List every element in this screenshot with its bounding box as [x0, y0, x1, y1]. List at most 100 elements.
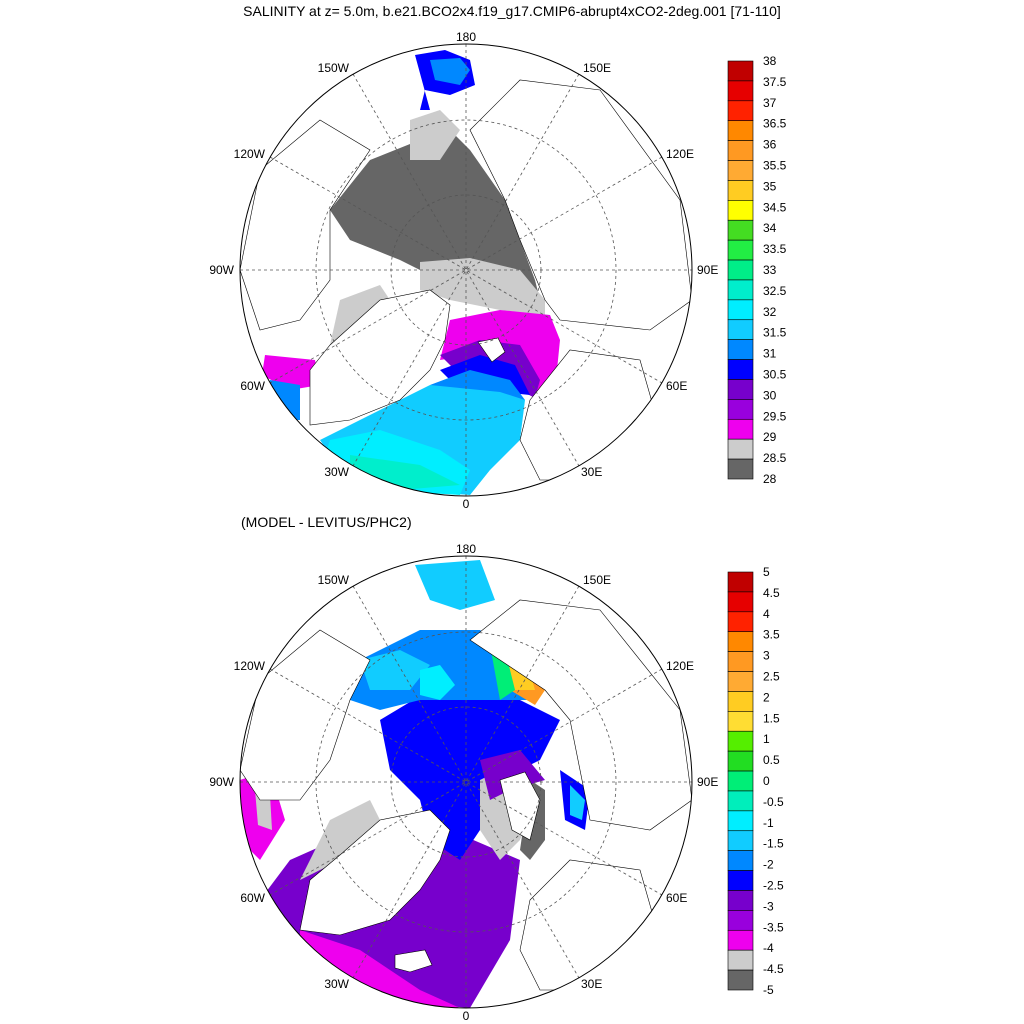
- field-cyan-north: [360, 650, 430, 690]
- lon-label: 30W: [324, 977, 349, 991]
- colorbar-swatch: [727, 631, 754, 652]
- lon-label: 60E: [666, 891, 687, 905]
- land-novaya-zemlya: [499, 771, 541, 841]
- colorbar-swatch: [727, 100, 754, 122]
- lon-label: 30W: [324, 465, 349, 479]
- colorbar-swatch: [727, 929, 754, 951]
- colorbar-label: 30.5: [763, 368, 787, 382]
- land-greenland: [309, 289, 451, 426]
- colorbar-swatch: [727, 180, 754, 201]
- lon-label: 0: [463, 1009, 470, 1023]
- colorbar-label: 0: [763, 774, 770, 788]
- colorbar-swatch: [727, 750, 754, 772]
- field-light-gray-west: [330, 285, 390, 345]
- colorbar-label: 37: [763, 96, 777, 110]
- field-dark-gray: [330, 130, 540, 300]
- longitude-labels-top: 180 150E 120E 90E 60E 30E 0 30W 60W 90W …: [209, 30, 718, 511]
- colorbar-swatch: [727, 219, 754, 241]
- lon-label: 150W: [318, 573, 350, 587]
- colorbar-swatch: [727, 120, 754, 141]
- colorbar-label: -2.5: [763, 879, 784, 893]
- lon-label: 0: [463, 497, 470, 511]
- lon-label: 150W: [318, 61, 350, 75]
- colorbar-label: 3.5: [763, 628, 780, 642]
- field-purple-barents: [480, 750, 545, 800]
- colorbar-label: 36.5: [763, 117, 787, 131]
- colorbar-swatch: [727, 379, 754, 400]
- salinity-colorbar: 38 37.5 37 36.5 36 35.5 35 34.5 34 33.5 33 32.5 32 31…: [727, 54, 787, 486]
- colorbar-label: -1.5: [763, 837, 784, 851]
- graticule: [240, 44, 692, 496]
- lon-label: 90E: [697, 775, 718, 789]
- colorbar-label: 28.5: [763, 451, 787, 465]
- colorbar-label: -0.5: [763, 795, 784, 809]
- colorbar-swatch: [727, 60, 754, 82]
- land-siberia: [469, 599, 692, 831]
- colorbar-label: 38: [763, 54, 777, 68]
- colorbar-swatch: [727, 910, 754, 931]
- colorbar-label: 32.5: [763, 284, 787, 298]
- lon-label: 120E: [666, 659, 694, 673]
- field-bering-inner: [430, 58, 470, 85]
- lon-label: 30E: [581, 977, 602, 991]
- colorbar-label: 34.5: [763, 200, 787, 214]
- land-siberia: [469, 79, 692, 331]
- land-greenland: [299, 809, 451, 936]
- lon-label: 150E: [583, 573, 611, 587]
- lon-label: 180: [456, 542, 476, 556]
- colorbar-label: -5: [763, 983, 774, 997]
- lon-label: 90E: [697, 263, 718, 277]
- colorbar-label: 29: [763, 430, 777, 444]
- colorbar-label: -4.5: [763, 962, 784, 976]
- colorbar-swatch: [727, 80, 754, 102]
- colorbar-swatch: [727, 790, 754, 812]
- colorbar-label: 35: [763, 179, 777, 193]
- colorbar-swatch: [727, 671, 754, 692]
- difference-plot-title: (MODEL - LEVITUS/PHC2): [241, 514, 412, 530]
- colorbar-swatch: [727, 299, 754, 321]
- colorbar-swatch: [727, 339, 754, 360]
- colorbar-swatch: [727, 279, 754, 301]
- colorbar-swatch: [727, 949, 754, 971]
- longitude-labels-bottom: 180 150E 120E 90E 60E 30E 0 30W 60W 90W …: [209, 542, 718, 1023]
- colorbar-label: -4: [763, 941, 774, 955]
- colorbar-swatch: [727, 810, 754, 832]
- land-svalbard: [477, 337, 506, 363]
- colorbar-swatch: [727, 591, 754, 613]
- lon-label: 120W: [234, 659, 266, 673]
- colorbar-label: -2: [763, 858, 774, 872]
- colorbar-label: 3: [763, 649, 770, 663]
- lon-label: 150E: [583, 61, 611, 75]
- colorbar-swatch: [727, 711, 754, 732]
- field-kara-cyan: [570, 785, 585, 820]
- colorbar-swatch: [727, 730, 754, 752]
- colorbar-label: -3.5: [763, 920, 784, 934]
- colorbar-label: 1: [763, 732, 770, 746]
- field-light-gray-band: [420, 258, 545, 315]
- colorbar-label: 2.5: [763, 670, 780, 684]
- field-bering-cyan: [415, 560, 495, 610]
- colorbar-swatch: [727, 611, 754, 633]
- lon-label: 60W: [240, 891, 265, 905]
- colorbar-label: 1.5: [763, 711, 780, 725]
- colorbar-swatch: [727, 969, 754, 991]
- colorbar-swatch: [727, 770, 754, 792]
- colorbar-swatch: [727, 850, 754, 871]
- colorbar-label: 29.5: [763, 409, 787, 423]
- colorbar-swatch: [727, 438, 754, 460]
- field-greenland-edge: [300, 800, 380, 880]
- colorbar-swatch: [727, 870, 754, 891]
- map-boundary: [239, 43, 693, 497]
- colorbar-swatch: [727, 239, 754, 261]
- difference-map: 180 150E 120E 90E 60E 30E 0 30W 60W 90W …: [209, 542, 784, 1023]
- colorbar-label: -3: [763, 899, 774, 913]
- colorbar-swatch: [727, 359, 754, 380]
- colorbar-label: 34: [763, 221, 777, 235]
- colorbar-swatch: [727, 691, 754, 712]
- salinity-field: [240, 50, 692, 495]
- colorbar-label: 30: [763, 388, 777, 402]
- lon-label: 180: [456, 30, 476, 44]
- colorbar-swatch: [727, 140, 754, 161]
- colorbar-label: 33: [763, 263, 777, 277]
- colorbar-label: 4: [763, 607, 770, 621]
